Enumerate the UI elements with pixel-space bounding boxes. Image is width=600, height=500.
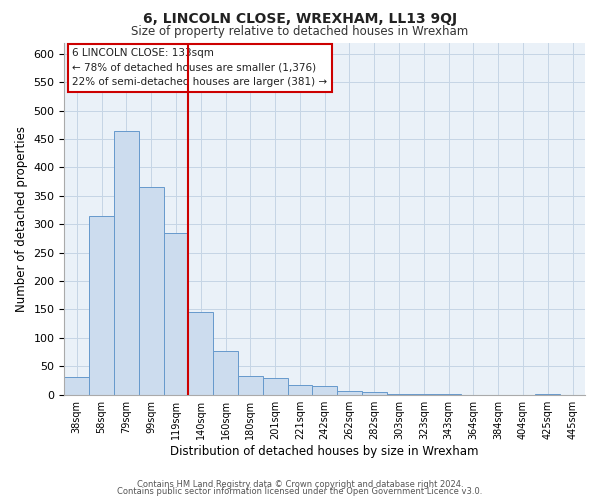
Text: Size of property relative to detached houses in Wrexham: Size of property relative to detached ho…	[131, 25, 469, 38]
Text: Contains HM Land Registry data © Crown copyright and database right 2024.: Contains HM Land Registry data © Crown c…	[137, 480, 463, 489]
Bar	[238, 376, 263, 394]
Bar	[337, 390, 362, 394]
Bar	[164, 233, 188, 394]
Text: Contains public sector information licensed under the Open Government Licence v3: Contains public sector information licen…	[118, 488, 482, 496]
Text: 6 LINCOLN CLOSE: 133sqm
← 78% of detached houses are smaller (1,376)
22% of semi: 6 LINCOLN CLOSE: 133sqm ← 78% of detache…	[72, 48, 328, 88]
Bar	[188, 312, 213, 394]
Bar	[114, 130, 139, 394]
Bar	[313, 386, 337, 394]
Bar	[64, 376, 89, 394]
Bar	[213, 351, 238, 395]
Y-axis label: Number of detached properties: Number of detached properties	[15, 126, 28, 312]
Bar	[287, 385, 313, 394]
X-axis label: Distribution of detached houses by size in Wrexham: Distribution of detached houses by size …	[170, 444, 479, 458]
Bar	[362, 392, 386, 394]
Text: 6, LINCOLN CLOSE, WREXHAM, LL13 9QJ: 6, LINCOLN CLOSE, WREXHAM, LL13 9QJ	[143, 12, 457, 26]
Bar	[263, 378, 287, 394]
Bar	[139, 188, 164, 394]
Bar	[89, 216, 114, 394]
